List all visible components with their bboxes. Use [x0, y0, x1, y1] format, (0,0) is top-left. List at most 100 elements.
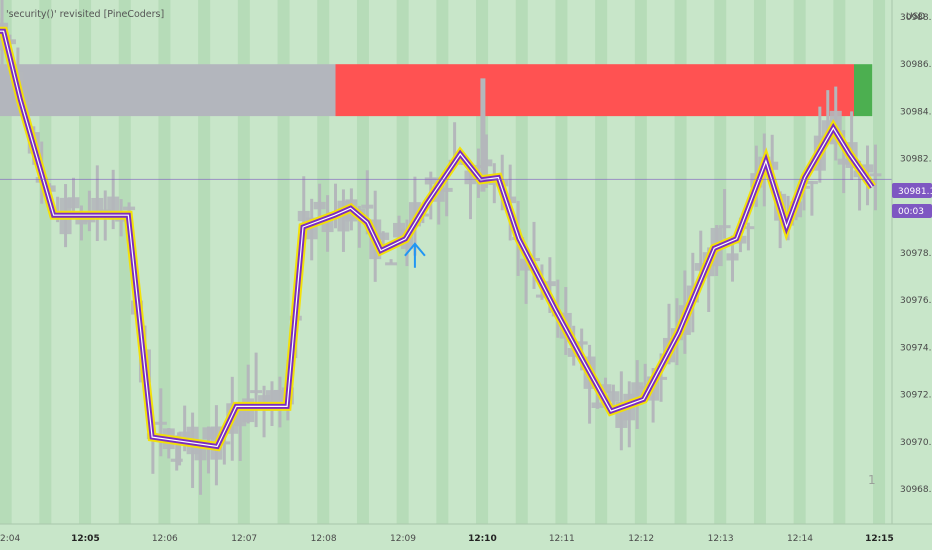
bar-wick: [667, 303, 671, 365]
bar-body: [766, 161, 779, 170]
bar-body: [75, 219, 88, 225]
x-tick-label: 12:14: [787, 534, 813, 544]
bar-body: [726, 253, 739, 261]
x-tick-label: 12:12: [628, 534, 654, 544]
bar-body: [385, 262, 398, 266]
bar-wick: [151, 428, 155, 474]
x-tick-label: 12:13: [708, 534, 734, 544]
price-axis-bg: [892, 0, 932, 550]
bar-body: [805, 181, 818, 185]
bar-body: [535, 294, 548, 298]
x-tick-label: 12:08: [311, 534, 337, 544]
bar-wick: [262, 385, 266, 438]
bar-wick: [596, 387, 600, 409]
bar-wick: [71, 177, 75, 215]
last-price-tag: 30981.12 00:03: [892, 183, 932, 218]
bar-wick: [532, 221, 536, 289]
bar-body: [313, 201, 326, 210]
bar-wick: [802, 178, 806, 211]
htf-core: [0, 30, 873, 448]
bar-body: [480, 159, 493, 167]
bar-wick: [858, 160, 862, 211]
bar-body: [297, 210, 310, 222]
bar-low: [177, 432, 182, 466]
status-band-green: [853, 64, 873, 117]
time-column-shading: [0, 0, 886, 524]
time-column-shade: [793, 0, 806, 524]
bar-wick: [318, 183, 322, 217]
bar-wick: [699, 230, 703, 278]
bar-wick: [365, 170, 369, 235]
bar-body: [170, 458, 183, 462]
time-axis[interactable]: 2:04 12:05 12:06 12:07 12:08 12:09 12:10 12:11 1…: [0, 523, 932, 544]
y-tick-label: 30984.00: [900, 107, 932, 117]
x-tick-label: 12:09: [390, 534, 416, 544]
y-tick-label: 30974.00: [900, 343, 932, 353]
bar-wick: [56, 196, 60, 223]
bar-body: [361, 204, 374, 209]
bar-wick: [357, 205, 361, 248]
higher-timeframe-line: [0, 26, 876, 452]
time-column-shade: [396, 0, 409, 524]
signal-arrow-icon: [404, 242, 426, 268]
price-axis[interactable]: 30968.00 30970.00 30972.00 30974.00 30976.00…: [891, 0, 932, 550]
y-tick-label: 30972.00: [900, 391, 932, 401]
bar-body: [591, 402, 604, 409]
x-tick-label: 12:15: [865, 534, 894, 544]
bar-wick: [175, 435, 179, 471]
bar-wick: [643, 363, 647, 392]
bar-body: [218, 441, 231, 445]
bar-body: [424, 177, 437, 185]
y-tick-label: 30988.00: [900, 13, 932, 23]
bar-body: [742, 226, 755, 230]
bar-body: [607, 391, 620, 402]
x-tick-label: 12:10: [468, 534, 497, 544]
x-tick-label: 12:06: [152, 534, 178, 544]
bar-spike: [480, 78, 486, 192]
bar-wick: [445, 177, 449, 217]
x-tick-label: 12:07: [231, 534, 257, 544]
time-column-shade: [753, 0, 766, 524]
arrow-head: [404, 242, 426, 257]
time-column-shade: [39, 0, 52, 524]
bar-body: [655, 376, 668, 380]
bar-body: [67, 197, 80, 209]
time-column-shade: [317, 0, 330, 524]
bar-body: [520, 258, 533, 271]
time-column-shade: [118, 0, 131, 524]
bar-body: [178, 431, 191, 443]
bar-body: [861, 164, 874, 173]
y-tick-label: 30968.00: [900, 485, 932, 495]
status-band-gray: [0, 64, 336, 117]
bar-body: [321, 220, 334, 233]
bar-wick: [302, 176, 306, 229]
bar-wick: [826, 90, 830, 143]
bar-body: [599, 384, 612, 393]
bar-wick: [468, 161, 472, 220]
bar-wick: [183, 405, 187, 452]
bar-wick: [246, 364, 250, 424]
bar-body: [472, 165, 485, 169]
status-band-red: [335, 64, 854, 117]
indicator-title[interactable]: 'security()' revisited [PineCoders]: [6, 9, 164, 20]
bar-body: [718, 225, 731, 229]
bar-wick: [199, 444, 203, 495]
x-tick-label: 12:11: [549, 534, 575, 544]
bar-body: [377, 232, 390, 240]
bar-body: [694, 263, 707, 271]
bar-wick: [707, 247, 711, 312]
bar-body: [837, 158, 850, 165]
bar-body: [543, 281, 556, 287]
bar-wick: [334, 183, 338, 229]
time-column-shade: [79, 0, 92, 524]
last-price-value: 30981.12: [898, 187, 932, 197]
bar-wick: [254, 352, 258, 428]
bar-body: [154, 421, 167, 425]
bar-body: [250, 390, 263, 394]
bar-wick: [746, 222, 750, 251]
htf-status-band: [0, 64, 873, 117]
time-column-shade: [674, 0, 687, 524]
bar-wick: [206, 426, 210, 474]
bar-wick: [222, 433, 226, 465]
